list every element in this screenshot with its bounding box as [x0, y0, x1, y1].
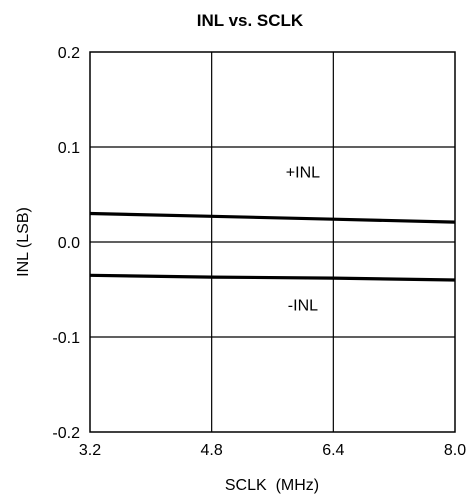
x-tick-labels: 3.2 4.8 6.4 8.0 [79, 442, 466, 459]
y-tick-label: 0.2 [58, 45, 80, 62]
y-tick-label: 0.0 [58, 235, 80, 252]
y-axis-label: INL (LSB) [15, 207, 32, 277]
annotation-label: -INL [288, 297, 318, 314]
x-tick-label: 8.0 [444, 442, 466, 459]
annotations: +INL -INL [286, 164, 320, 314]
y-tick-label: 0.1 [58, 140, 80, 157]
annotation-label: +INL [286, 164, 320, 181]
grid-lines [90, 52, 455, 432]
y-tick-label: -0.1 [52, 330, 80, 347]
plot-frame [89, 51, 456, 433]
series-group [89, 211, 456, 282]
x-tick-label: 6.4 [322, 442, 344, 459]
series-line-2 [89, 273, 456, 282]
x-axis-label: SCLK (MHz) [225, 477, 319, 494]
chart-title: INL vs. SCLK [197, 11, 304, 30]
x-tick-label: 3.2 [79, 442, 101, 459]
y-tick-labels: 0.2 0.1 0.0 -0.1 -0.2 [52, 45, 80, 442]
y-tick-label: -0.2 [52, 425, 80, 442]
x-tick-label: 4.8 [201, 442, 223, 459]
series-line-1 [89, 211, 456, 224]
